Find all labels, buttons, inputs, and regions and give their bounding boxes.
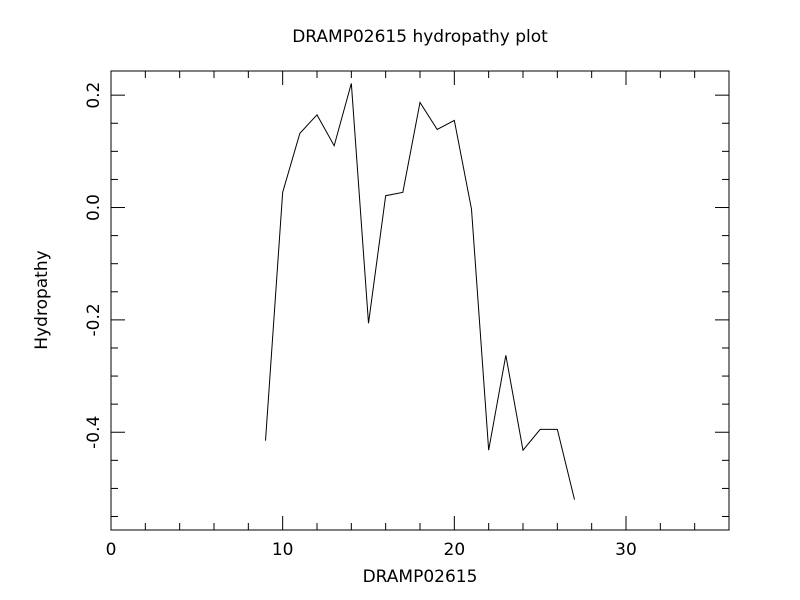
data-line [265,83,575,500]
x-axis-label: DRAMP02615 [363,567,478,587]
y-tick-label: -0.4 [84,416,104,449]
x-tick-label: 30 [615,540,637,560]
y-tick-label: -0.2 [84,303,104,336]
y-axis-label: Hydropathy [32,250,52,349]
x-tick-label: 10 [272,540,294,560]
x-tick-label: 0 [106,540,117,560]
y-tick-label: 0.2 [84,82,104,109]
plot-frame [110,70,730,531]
chart-title: DRAMP02615 hydropathy plot [292,27,548,47]
y-tick-label: 0.0 [84,194,104,221]
x-tick-label: 20 [444,540,466,560]
